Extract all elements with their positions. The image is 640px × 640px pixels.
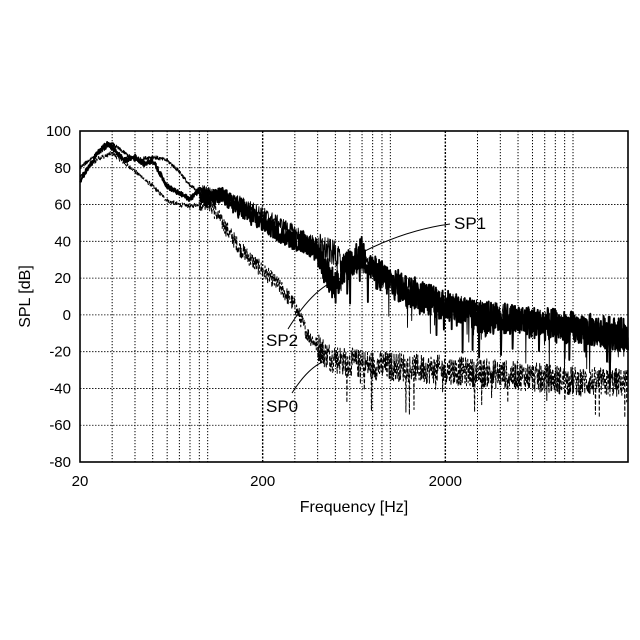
- x-tick-label: 2000: [429, 473, 462, 490]
- x-axis-label: Frequency [Hz]: [300, 499, 408, 516]
- annotation-label: SP2: [266, 331, 298, 350]
- annotations: SP1 SP2 SP0: [266, 214, 486, 416]
- x-tick-label: 20: [72, 473, 89, 490]
- annotation-leader: [361, 223, 451, 253]
- y-tick-label: -80: [49, 454, 71, 471]
- y-tick-labels: 100 80 60 40 20 0 -20 -40 -60 -80: [46, 123, 71, 471]
- y-tick-label: 60: [54, 197, 71, 214]
- y-tick-label: 20: [54, 270, 71, 287]
- y-tick-label: 100: [46, 123, 71, 140]
- y-tick-label: -20: [49, 344, 71, 361]
- annotation-leader: [291, 360, 326, 394]
- y-tick-label: 80: [54, 160, 71, 177]
- y-tick-label: -40: [49, 380, 71, 397]
- y-tick-label: -60: [49, 417, 71, 434]
- annotation-leader: [287, 277, 344, 330]
- y-axis-label: SPL [dB]: [17, 265, 34, 328]
- series-line-sp1: [79, 141, 629, 390]
- plot-frame: [79, 130, 629, 463]
- annotation-label: SP0: [266, 397, 298, 416]
- series-group: [79, 141, 629, 419]
- y-tick-label: 0: [63, 307, 71, 324]
- x-tick-label: 200: [250, 473, 275, 490]
- series-line-sp0: [79, 151, 629, 419]
- x-tick-labels: 20 200 2000: [72, 473, 462, 490]
- y-tick-label: 40: [54, 233, 71, 250]
- annotation-label: SP1: [454, 214, 486, 233]
